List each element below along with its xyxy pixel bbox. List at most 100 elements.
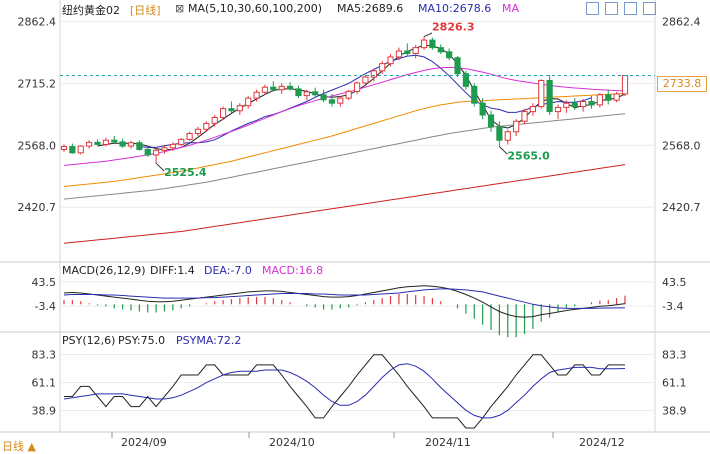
candle-body [153, 149, 160, 156]
axis-labels: 2862.42862.42715.22715.22568.02568.02420… [18, 15, 701, 417]
candle-body [119, 141, 126, 147]
toolbar-icons [586, 2, 656, 15]
candle-body [395, 50, 403, 58]
candle-body [77, 145, 84, 154]
ma10-value: MA10:2678.6 [418, 2, 492, 15]
candle-body [245, 97, 252, 107]
price-tick-left: 2862.4 [18, 15, 57, 28]
candle-body [178, 138, 185, 145]
candle-body [219, 108, 227, 118]
psy-tick-right: 83.3 [662, 348, 687, 361]
candle-body [261, 86, 269, 93]
candle-body [312, 91, 319, 96]
candle-body [295, 88, 302, 97]
candle-body [303, 91, 310, 97]
psy-tick-right: 61.1 [662, 376, 687, 389]
candle-body [127, 142, 135, 147]
candle-body [529, 106, 536, 113]
candle-body [462, 73, 470, 87]
moving-averages [63, 44, 626, 244]
candle-body [328, 99, 336, 104]
candle-body [404, 50, 411, 55]
price-tick-left: 2420.7 [18, 201, 57, 214]
candle-body [94, 141, 101, 145]
candle-body [111, 139, 118, 143]
candle-body [580, 101, 587, 108]
grid-icon[interactable] [586, 2, 599, 15]
macd-diff-line [63, 285, 626, 318]
candle-body [379, 63, 386, 72]
period-selector[interactable]: 日线 ▲ [2, 440, 36, 453]
candle-body [513, 120, 520, 133]
ma-line-ma60 [63, 93, 626, 187]
ma-label: MA(5,10,30,60,100,200) [188, 2, 323, 15]
ma-line-ma10 [139, 54, 592, 148]
psy-tick-left: 83.3 [32, 348, 57, 361]
candle-body [538, 79, 545, 108]
candle-body [471, 85, 478, 104]
last-price-tag: 2733.8 [657, 76, 707, 92]
candle-body [345, 90, 352, 99]
month-label-3: 2024/11 [425, 436, 471, 449]
candle-body [571, 102, 578, 108]
candle-body [194, 128, 202, 134]
candle-body [387, 56, 394, 65]
candle-body [161, 147, 168, 151]
zoom-in-icon[interactable] [605, 2, 618, 15]
price-tick-left: 2568.0 [18, 139, 57, 152]
candle-body [270, 86, 277, 91]
candle-body [496, 126, 503, 141]
ma-settings-icon[interactable]: ⊠ [175, 2, 185, 15]
psy-value: PSY:75.0 [118, 334, 166, 347]
price-annotations: 2826.3 2525.4 2565.0 [60, 21, 655, 179]
macd-tick-right: 43.5 [662, 276, 687, 289]
macd-tick-right: -3.4 [662, 300, 683, 313]
candle-body [504, 131, 511, 141]
candle-body [144, 148, 151, 156]
psy-tick-left: 38.9 [32, 404, 57, 417]
annotation-label: 2525.4 [164, 166, 207, 179]
annotation-label: 2565.0 [507, 150, 550, 163]
price-tick-right: 2862.4 [662, 15, 701, 28]
candle-body [613, 93, 620, 101]
zoom-out-icon[interactable] [624, 2, 637, 15]
candle-body [588, 101, 595, 106]
candle-body [136, 142, 143, 150]
maximize-icon[interactable] [643, 2, 656, 15]
candle-body [236, 105, 243, 112]
macd-panel [63, 285, 626, 338]
candle-body [86, 141, 93, 147]
macd-tick-left: 43.5 [32, 276, 57, 289]
price-tick-left: 2715.2 [18, 77, 57, 90]
candle-body [362, 76, 369, 84]
symbol-title: 纽约黄金02 [62, 4, 120, 17]
price-tick-right: 2420.7 [662, 201, 701, 214]
candle-body [169, 143, 176, 149]
candle-body [337, 97, 344, 104]
candle-body [563, 102, 570, 108]
candle-body [211, 116, 218, 124]
candlesticks[interactable] [60, 36, 629, 164]
psy-tick-right: 38.9 [662, 404, 687, 417]
candle-body [554, 106, 562, 113]
candle-body [228, 108, 235, 112]
candle-body [487, 114, 495, 128]
candle-body [69, 146, 76, 154]
psyma-value: PSYMA:72.2 [176, 334, 242, 347]
candle-body [370, 70, 377, 78]
macd-label: MACD(26,12,9) [62, 264, 146, 277]
candle-body [420, 39, 428, 49]
period-badge[interactable]: [日线] [130, 4, 161, 17]
candle-body [253, 91, 260, 99]
candle-body [186, 132, 193, 140]
candle-body [446, 51, 453, 59]
candle-body [479, 102, 486, 116]
macd-value: MACD:16.8 [262, 264, 324, 277]
ma-line-ma100 [63, 113, 626, 200]
candle-body [596, 94, 603, 106]
ma-line-ma200 [63, 164, 626, 244]
candle-body [353, 82, 361, 92]
psy-panel [63, 354, 626, 429]
macd-diff: DIFF:1.4 [150, 264, 195, 277]
